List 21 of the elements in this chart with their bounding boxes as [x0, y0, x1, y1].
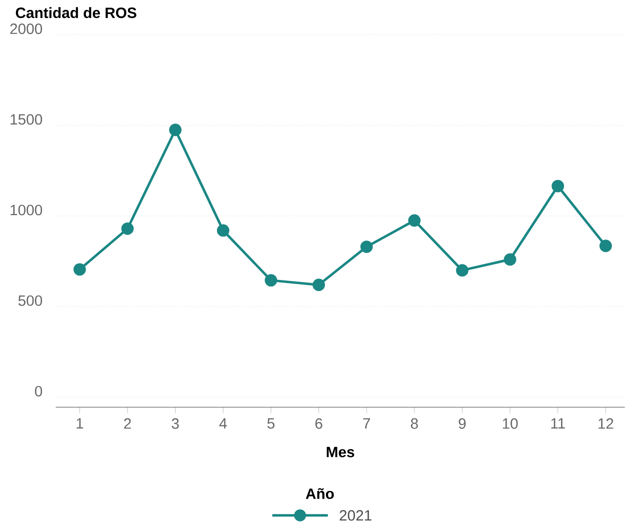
x-tick-label: 11: [551, 418, 565, 428]
chart-title: Cantidad de ROS: [16, 7, 136, 18]
y-tick-label: 500: [18, 295, 42, 306]
x-tick-label: 8: [410, 418, 418, 429]
x-tick-label: 5: [267, 418, 274, 429]
x-axis-title: Mes: [326, 446, 354, 458]
x-tick-label: 4: [219, 418, 227, 428]
y-tick-label: 2000: [10, 23, 42, 34]
y-tick-label: 1500: [10, 114, 42, 125]
x-tick-label: 7: [363, 418, 370, 428]
x-tick-label: 12: [598, 418, 614, 429]
x-tick-label: 9: [458, 418, 466, 429]
legend-title: Año: [306, 488, 334, 499]
x-tick-label: 6: [315, 418, 322, 429]
legend-label: 2021: [340, 510, 372, 521]
x-tick-label: 10: [502, 418, 518, 429]
x-tick-label: 1: [76, 418, 84, 428]
y-tick-label: 1000: [10, 204, 42, 216]
y-tick-label: 0: [34, 386, 42, 396]
x-tick-label: 2: [124, 418, 131, 429]
x-tick-label: 3: [172, 418, 179, 429]
